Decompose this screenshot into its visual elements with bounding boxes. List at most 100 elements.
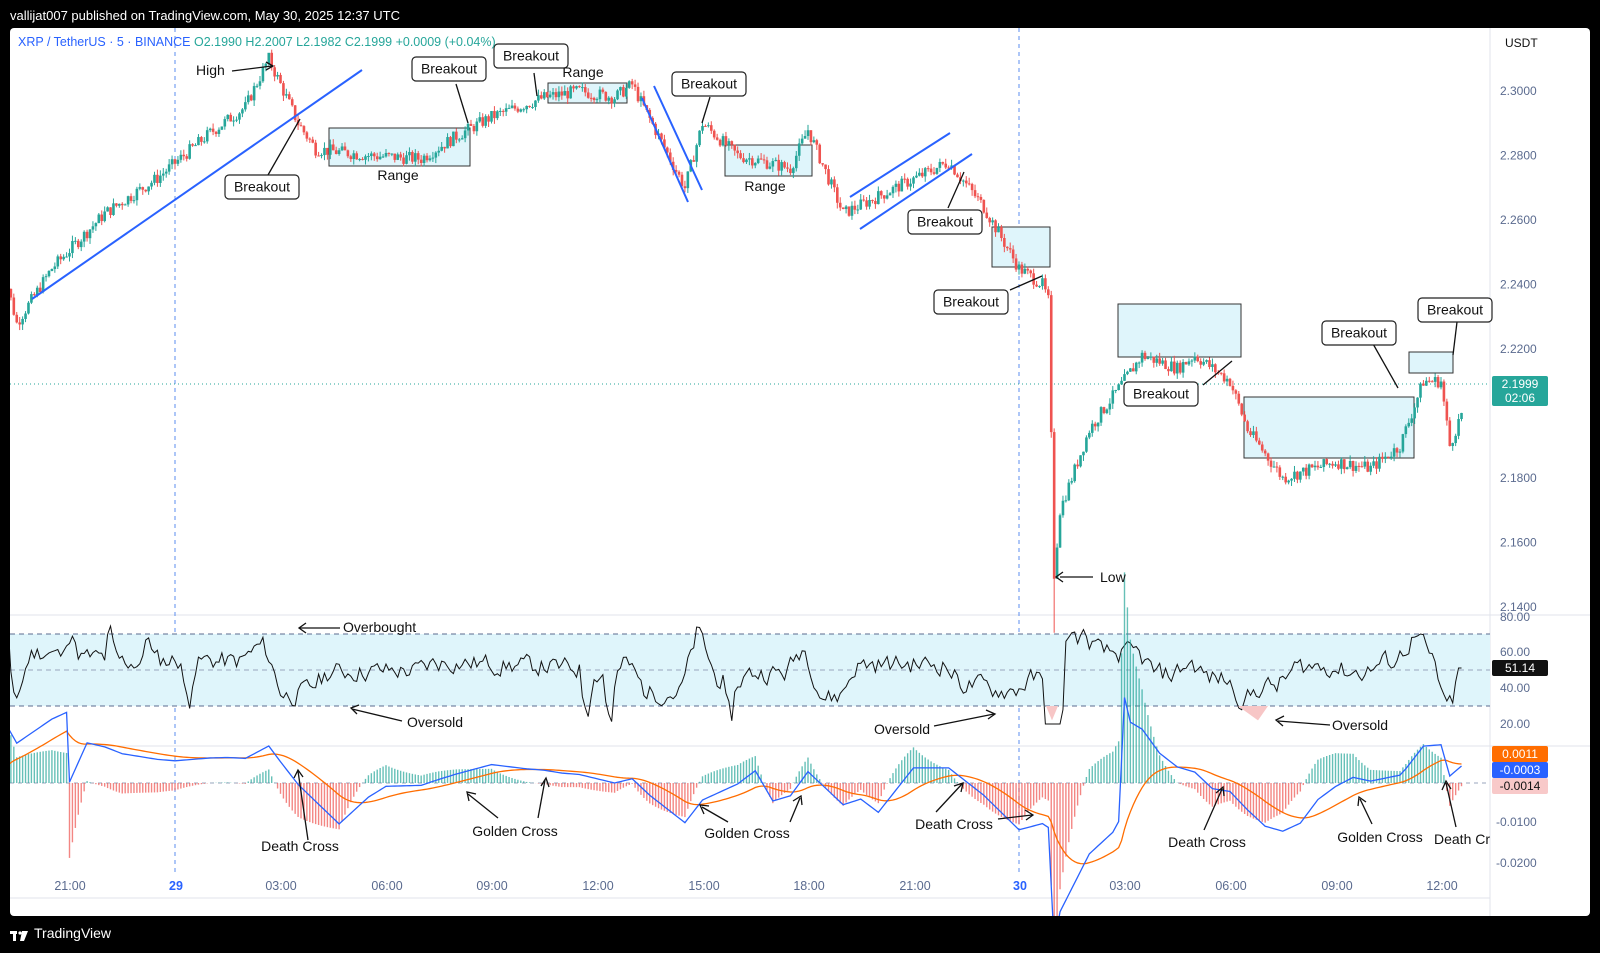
candle-body — [680, 174, 684, 187]
candle-body — [1173, 361, 1176, 374]
time-tick: 21:00 — [899, 879, 930, 893]
candle-body — [1117, 384, 1120, 391]
candle-body — [258, 81, 262, 86]
breakout-label: Breakout — [1427, 302, 1483, 318]
candle-body — [103, 211, 106, 222]
candle-body — [59, 256, 63, 260]
trendline — [653, 85, 703, 191]
candle-body — [1258, 440, 1261, 445]
trading-chart[interactable]: Breakout Breakout Breakout Breakout Breakout… — [10, 28, 1590, 916]
macd-histogram-value: 0.0011 — [1502, 747, 1538, 761]
candle-body — [815, 140, 819, 145]
macd-tick: -0.0200 — [1496, 856, 1537, 870]
candle-body — [466, 123, 470, 131]
arrow — [701, 806, 729, 823]
candle-body — [185, 156, 189, 159]
tradingview-logo[interactable]: TradingView — [10, 925, 111, 941]
death-cross-label: Death Cross — [915, 816, 993, 832]
candle-body — [853, 205, 857, 210]
macd-badge — [1492, 762, 1548, 778]
candle-body — [583, 87, 587, 93]
candle-body — [531, 106, 534, 108]
candle-body — [1123, 374, 1126, 381]
candle-body — [619, 87, 622, 91]
candle-body — [326, 147, 329, 155]
candle-body — [47, 270, 51, 277]
candle-body — [1049, 295, 1053, 433]
candle-body — [270, 52, 274, 68]
candle-body — [343, 146, 347, 151]
candle-body — [683, 186, 687, 189]
candle-body — [868, 200, 871, 207]
candle-body — [850, 205, 854, 216]
breakout-label-box — [907, 209, 983, 235]
candle-body — [1164, 360, 1167, 370]
candle-body — [1316, 465, 1320, 468]
candle-body — [1205, 360, 1208, 362]
candle-body — [844, 206, 848, 210]
breakout-label-box — [671, 71, 747, 97]
candle-body — [223, 119, 227, 127]
candle-body — [1146, 357, 1150, 360]
candle-body — [337, 150, 341, 155]
candle-body — [1196, 356, 1200, 362]
candle-body — [1231, 385, 1235, 391]
candle-body — [129, 196, 133, 201]
candle-body — [56, 256, 60, 267]
candle-body — [1348, 461, 1352, 468]
candle-body — [534, 100, 537, 107]
candle-body — [513, 105, 517, 109]
candle-body — [1369, 465, 1372, 472]
candle-body — [419, 159, 423, 163]
candle-body — [979, 196, 983, 200]
candle-body — [630, 81, 634, 85]
breakout-label: Breakout — [421, 61, 477, 77]
candle-body — [460, 138, 464, 140]
candle-body — [976, 196, 980, 198]
range-box — [1117, 303, 1242, 358]
candle-body — [1325, 459, 1329, 465]
time-tick: 15:00 — [688, 879, 719, 893]
candle-body — [200, 137, 203, 142]
candle-body — [563, 91, 567, 96]
candle-body — [88, 229, 92, 239]
candle-body — [340, 146, 344, 151]
candle-body — [809, 130, 813, 143]
candle-body — [953, 165, 956, 175]
candle-body — [956, 174, 959, 178]
candle-body — [636, 86, 640, 102]
candle-body — [30, 294, 33, 303]
candle-body — [545, 92, 549, 98]
candle-body — [572, 86, 575, 89]
candle-body — [871, 200, 874, 202]
arrow — [467, 793, 499, 819]
callout-line — [533, 72, 538, 97]
candle-body — [1017, 264, 1021, 270]
rsi-value: 51.14 — [1505, 661, 1535, 675]
candle-body — [1301, 467, 1305, 472]
candle-body — [709, 125, 713, 131]
candle-body — [147, 186, 150, 192]
candle-body — [935, 167, 939, 174]
candle-body — [21, 318, 24, 325]
candle-body — [329, 144, 332, 155]
candle-body — [903, 178, 907, 180]
candle-body — [712, 130, 716, 138]
candle-body — [522, 109, 526, 111]
arrow — [1274, 715, 1285, 727]
candle-body — [1079, 455, 1082, 467]
candle-body — [115, 203, 118, 206]
breakout-label: Breakout — [1331, 325, 1387, 341]
candle-body — [282, 83, 285, 96]
candle-body — [229, 114, 232, 122]
candle-body — [1214, 364, 1217, 373]
candle-body — [668, 152, 672, 162]
rsi-oversold-fill — [1238, 706, 1268, 721]
arrow — [466, 791, 477, 802]
candle-body — [428, 158, 432, 161]
price-tick: 2.1400 — [1500, 600, 1537, 614]
candle-body — [126, 196, 130, 205]
candle-body — [211, 128, 215, 132]
candle-body — [261, 67, 265, 82]
candle-body — [1096, 422, 1100, 427]
